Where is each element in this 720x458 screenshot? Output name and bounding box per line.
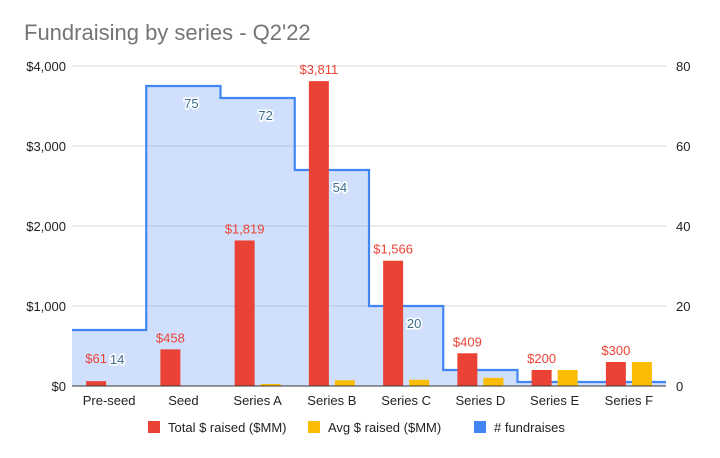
fundraises-label-halo: 20 (407, 316, 421, 331)
y-left-tick-label: $1,000 (26, 299, 66, 314)
total-raised-bar (160, 349, 181, 386)
legend-swatch (474, 421, 486, 433)
total-raised-bar (383, 260, 404, 386)
y-left-tick-label: $2,000 (26, 219, 66, 234)
y-right-tick-label: 80 (676, 59, 690, 74)
fundraises-label: 72 (258, 108, 272, 123)
total-raised-bar (605, 362, 626, 386)
y-right-tick-label: 40 (676, 219, 690, 234)
legend-swatch (308, 421, 320, 433)
total-raised-label: $300 (601, 343, 630, 358)
total-raised-label: $3,811 (299, 62, 338, 77)
avg-raised-bar (260, 384, 281, 386)
x-tick-label: Series E (530, 393, 579, 408)
total-raised-bar (457, 353, 478, 386)
x-tick-label: Pre-seed (83, 393, 136, 408)
y-right-tick-label: 60 (676, 139, 690, 154)
fundraises-label-halo: 54 (333, 180, 347, 195)
fundraises-label-halo: 14 (110, 352, 124, 367)
x-tick-label: Series A (233, 393, 282, 408)
x-tick-label: Series F (605, 393, 653, 408)
avg-raised-bar (557, 370, 578, 386)
y-right-tick-label: 0 (676, 379, 683, 394)
total-raised-label: $1,819 (225, 221, 265, 236)
avg-raised-bar (631, 362, 652, 386)
total-raised-bar (308, 81, 329, 387)
x-tick-label: Seed (168, 393, 198, 408)
total-raised-bar (234, 240, 255, 386)
x-tick-label: Series D (455, 393, 505, 408)
total-raised-label: $200 (527, 351, 556, 366)
avg-raised-bar (409, 379, 430, 386)
fundraises-label-halo: 75 (184, 96, 198, 111)
fundraises-label-halo: 72 (258, 108, 272, 123)
fundraises-label: 75 (184, 96, 198, 111)
avg-raised-bar (334, 380, 355, 386)
y-left-tick-label: $3,000 (26, 139, 66, 154)
fundraises-label: 54 (333, 180, 347, 195)
chart-title: Fundraising by series - Q2'22 (24, 20, 311, 45)
fundraises-label: 14 (110, 352, 124, 367)
x-tick-label: Series C (381, 393, 431, 408)
y-left-tick-label: $4,000 (26, 59, 66, 74)
y-right-tick-label: 20 (676, 299, 690, 314)
avg-raised-bar (483, 377, 504, 386)
fundraises-line (72, 84, 666, 384)
legend-label: Total $ raised ($MM) (168, 420, 286, 435)
total-raised-label: $1,566 (373, 242, 413, 257)
total-raised-bar (86, 381, 107, 386)
total-raised-label: $458 (156, 330, 185, 345)
total-raised-label: $61 (85, 351, 107, 366)
legend-swatch (148, 421, 160, 433)
legend-label: # fundraises (494, 420, 565, 435)
y-left-tick-label: $0 (52, 379, 66, 394)
legend-label: Avg $ raised ($MM) (328, 420, 441, 435)
total-raised-bar (531, 370, 552, 386)
x-tick-label: Series B (307, 393, 356, 408)
fundraises-label: 20 (407, 316, 421, 331)
total-raised-label: $409 (453, 334, 482, 349)
